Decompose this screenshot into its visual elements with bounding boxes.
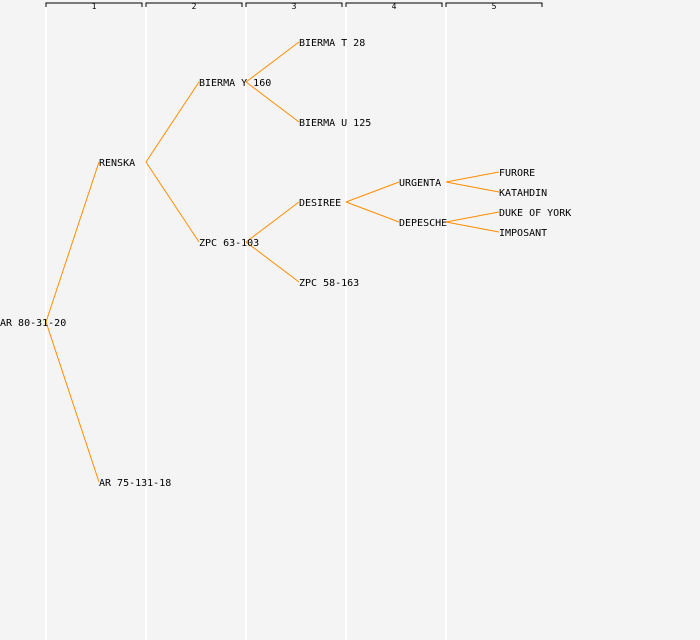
generation-bracket <box>145 2 243 7</box>
edge-renska-to-bierma-y-160 <box>145 81 200 163</box>
node-zpc-63-103: ZPC 63-103 <box>199 238 259 249</box>
generation-bracket <box>45 2 143 7</box>
node-ar-80-31-20: AR 80-31-20 <box>0 318 66 329</box>
edge-zpc-63-103-to-desiree <box>245 201 300 243</box>
edge-layer <box>45 41 500 483</box>
generation-label: 2 <box>192 2 197 11</box>
generation-label: 4 <box>392 2 397 11</box>
node-renska: RENSKA <box>99 158 135 169</box>
edge-desiree-to-depesche <box>345 201 400 223</box>
generation-label: 5 <box>492 2 497 11</box>
generation-label: 3 <box>292 2 297 11</box>
generation-header-layer: 1 2 3 4 5 <box>45 2 543 640</box>
edge-bierma-y-160-to-bierma-t-28 <box>245 41 300 83</box>
generation-label: 1 <box>92 2 97 11</box>
node-zpc-58-163: ZPC 58-163 <box>299 278 359 289</box>
node-furore: FURORE <box>499 168 535 179</box>
node-katahdin: KATAHDIN <box>499 188 547 199</box>
edge-ar-80-31-20-to-renska <box>45 161 100 323</box>
node-depesche: DEPESCHE <box>399 218 447 229</box>
generation-bracket <box>245 2 343 7</box>
node-ar-75-131-18: AR 75-131-18 <box>99 478 171 489</box>
node-bierma-u-125: BIERMA U 125 <box>299 118 371 129</box>
edge-urgenta-to-katahdin <box>445 181 500 193</box>
edge-urgenta-to-furore <box>445 171 500 183</box>
node-imposant: IMPOSANT <box>499 228 547 239</box>
node-bierma-y-160: BIERMA Y 160 <box>199 78 271 89</box>
generation-bracket <box>445 2 543 7</box>
edge-desiree-to-urgenta <box>345 181 400 203</box>
edge-bierma-y-160-to-bierma-u-125 <box>245 81 300 123</box>
edge-ar-80-31-20-to-ar-75-131-18 <box>45 321 100 483</box>
edge-depesche-to-imposant <box>445 221 500 233</box>
edge-depesche-to-duke-of-york <box>445 211 500 223</box>
node-urgenta: URGENTA <box>399 178 441 189</box>
edge-renska-to-zpc-63-103 <box>145 161 200 243</box>
node-desiree: DESIREE <box>299 198 341 209</box>
generation-bracket <box>345 2 443 7</box>
edge-zpc-63-103-to-zpc-58-163 <box>245 241 300 283</box>
node-label-layer: AR 80-31-20 RENSKA BIERMA Y 160 BIERMA T 28… <box>0 38 571 489</box>
node-bierma-t-28: BIERMA T 28 <box>299 38 365 49</box>
node-duke-of-york: DUKE OF YORK <box>499 208 571 219</box>
